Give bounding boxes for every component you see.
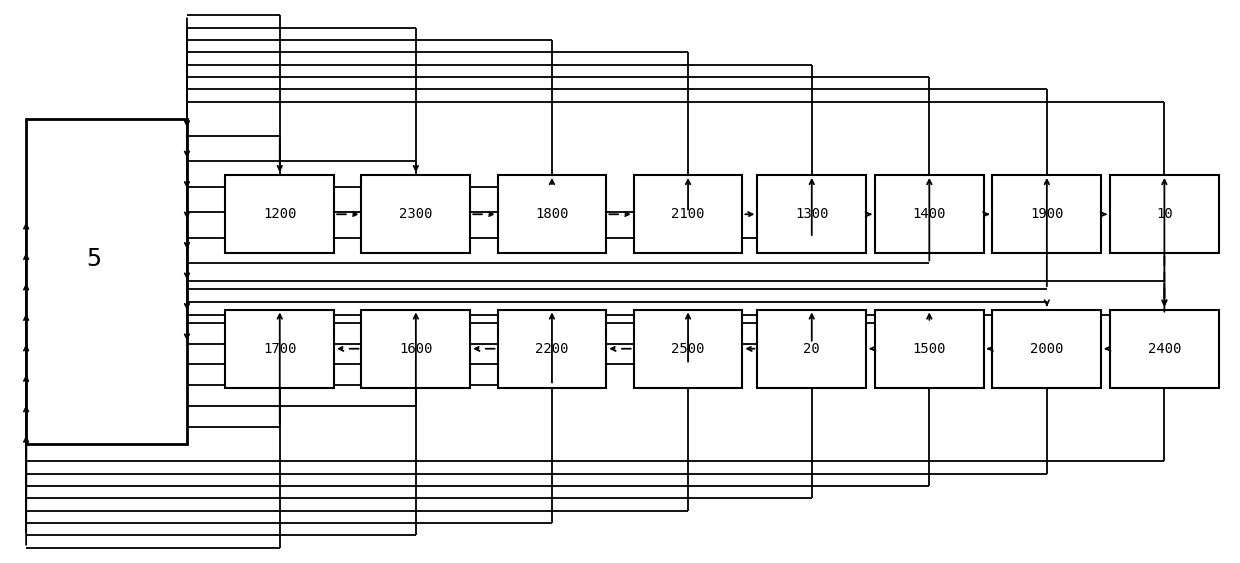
Text: 1800: 1800 [536,207,569,221]
Text: 2300: 2300 [399,207,433,221]
FancyBboxPatch shape [226,310,335,388]
Text: 2000: 2000 [1030,342,1064,356]
Text: 1700: 1700 [263,342,296,356]
FancyBboxPatch shape [361,310,470,388]
FancyBboxPatch shape [875,310,983,388]
FancyBboxPatch shape [497,310,606,388]
Text: 20: 20 [804,342,820,356]
FancyBboxPatch shape [992,175,1101,253]
FancyBboxPatch shape [992,310,1101,388]
FancyBboxPatch shape [634,175,743,253]
FancyBboxPatch shape [361,175,470,253]
Text: 2400: 2400 [1148,342,1182,356]
FancyBboxPatch shape [875,175,983,253]
FancyBboxPatch shape [1110,175,1219,253]
FancyBboxPatch shape [1110,310,1219,388]
FancyBboxPatch shape [758,175,867,253]
FancyBboxPatch shape [497,175,606,253]
Text: 5: 5 [87,247,102,271]
Text: 1900: 1900 [1030,207,1064,221]
FancyBboxPatch shape [26,119,187,444]
Text: 1600: 1600 [399,342,433,356]
Text: 2100: 2100 [671,207,704,221]
Text: 2500: 2500 [671,342,704,356]
FancyBboxPatch shape [634,310,743,388]
Text: 10: 10 [1156,207,1173,221]
Text: 1400: 1400 [913,207,946,221]
Text: 1300: 1300 [795,207,828,221]
Text: 1500: 1500 [913,342,946,356]
FancyBboxPatch shape [758,310,867,388]
Text: 2200: 2200 [536,342,569,356]
Text: 1200: 1200 [263,207,296,221]
FancyBboxPatch shape [226,175,335,253]
